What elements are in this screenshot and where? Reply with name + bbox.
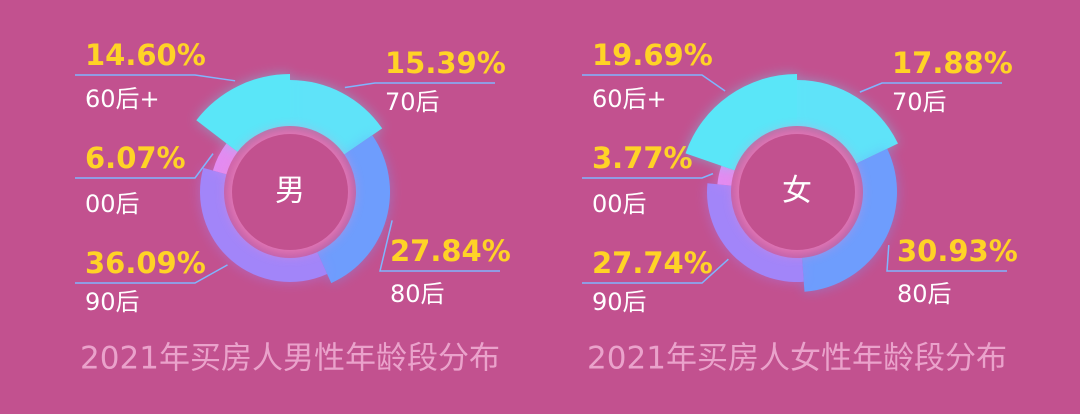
center-text: 女 — [782, 174, 812, 209]
leader-line — [582, 172, 714, 179]
value-label: 27.74% — [592, 246, 713, 280]
category-label: 00后 — [592, 190, 647, 218]
category-label: 60后+ — [592, 85, 667, 113]
leader-line — [75, 74, 236, 82]
value-label: 15.39% — [385, 46, 506, 80]
chart-title: 2021年买房人男性年龄段分布 — [80, 341, 500, 377]
category-label: 70后 — [385, 88, 440, 116]
value-label: 30.93% — [897, 234, 1018, 268]
value-label: 14.60% — [85, 38, 206, 72]
leader-line — [379, 220, 500, 272]
leader-line — [886, 244, 1007, 272]
segment — [196, 74, 290, 152]
center-disc — [739, 134, 855, 250]
category-label: 90后 — [592, 288, 647, 316]
leader-line — [859, 82, 1002, 93]
category-label: 00后 — [85, 190, 140, 218]
leader-line — [75, 153, 214, 179]
segment — [685, 74, 797, 171]
segment — [797, 80, 898, 164]
value-label: 27.84% — [390, 234, 511, 268]
chart-title: 2021年买房人女性年龄段分布 — [587, 341, 1007, 377]
value-label: 3.77% — [592, 141, 693, 175]
segment — [290, 80, 383, 155]
segment — [200, 167, 328, 282]
leader-line — [344, 82, 495, 89]
segment — [212, 143, 238, 175]
category-label: 60后+ — [85, 85, 160, 113]
segment — [717, 165, 735, 186]
category-label: 90后 — [85, 288, 140, 316]
category-label: 80后 — [897, 280, 952, 308]
center-text: 男 — [275, 174, 305, 209]
value-label: 6.07% — [85, 141, 186, 175]
leader-line — [582, 258, 729, 284]
center-disc — [232, 134, 348, 250]
value-label: 36.09% — [85, 246, 206, 280]
category-label: 70后 — [892, 88, 947, 116]
category-label: 80后 — [390, 280, 445, 308]
segment — [317, 135, 390, 284]
segment — [801, 148, 897, 292]
value-label: 19.69% — [592, 38, 713, 72]
segment — [707, 183, 804, 283]
leader-line — [75, 264, 228, 284]
leader-line — [582, 74, 726, 92]
value-label: 17.88% — [892, 46, 1013, 80]
